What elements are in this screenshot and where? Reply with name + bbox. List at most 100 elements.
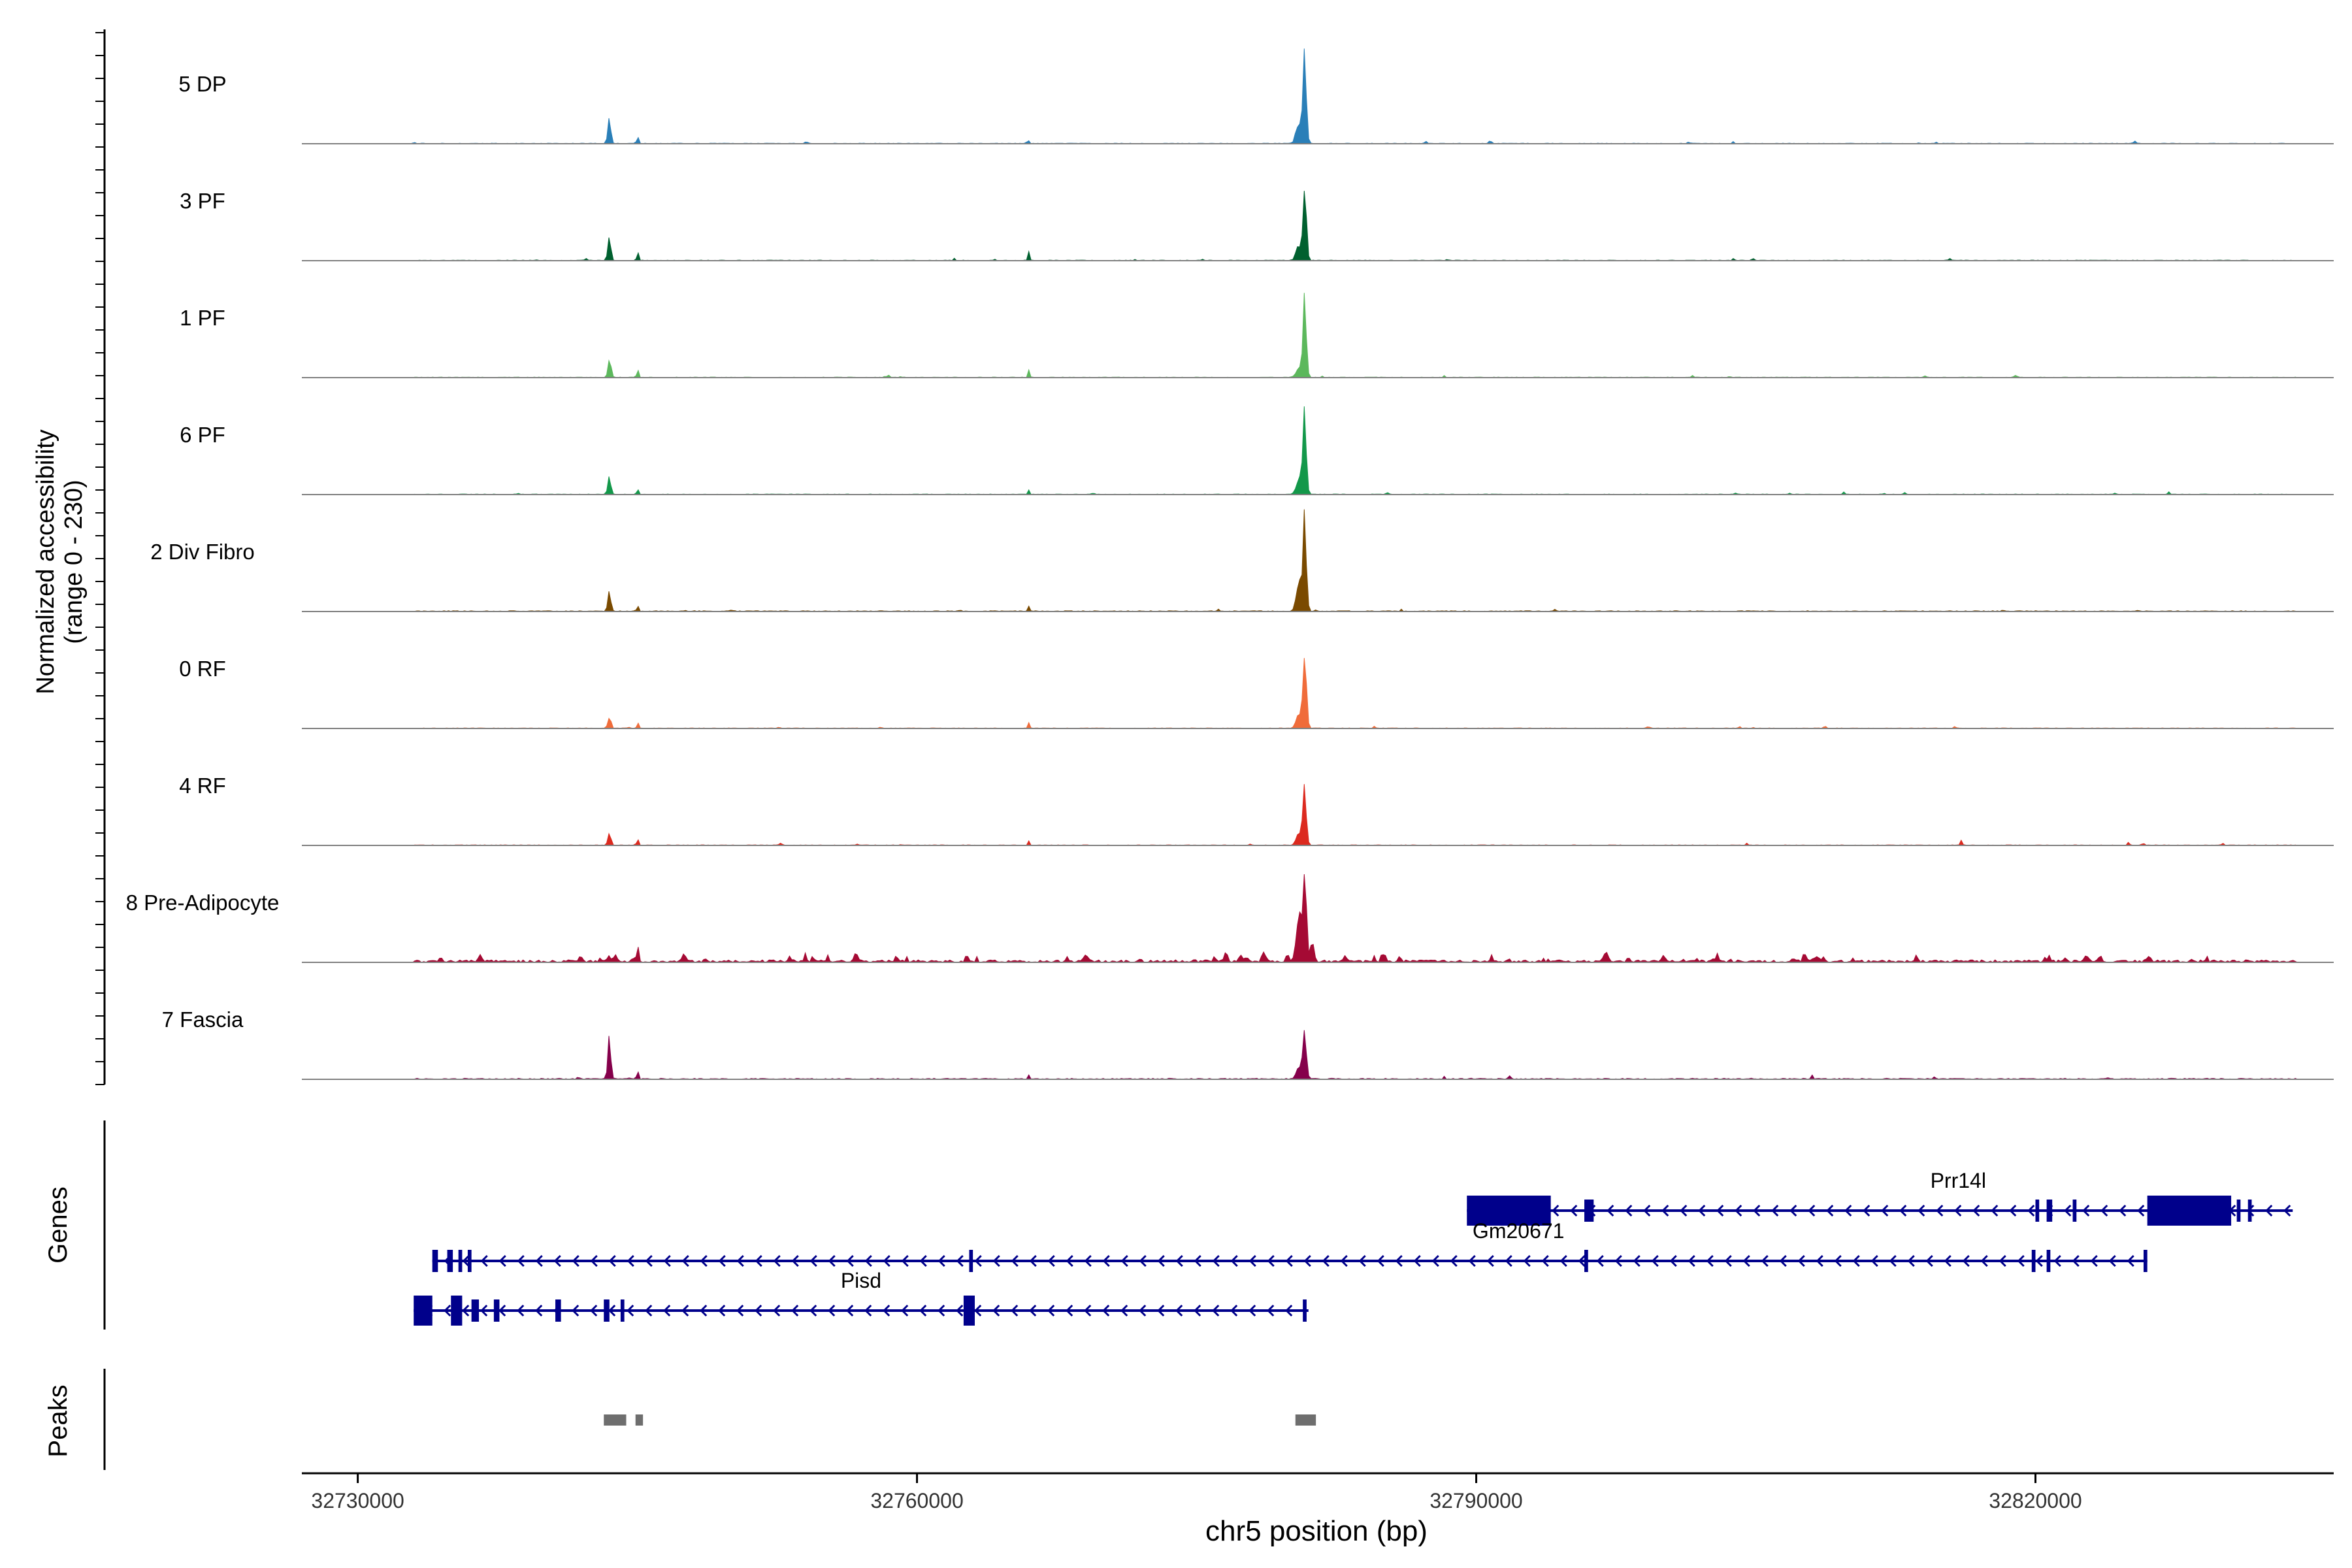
strand-arrow bbox=[590, 1254, 598, 1267]
strand-arrow bbox=[572, 1304, 580, 1317]
strand-arrow bbox=[1157, 1254, 1165, 1267]
peak-region bbox=[1295, 1414, 1316, 1426]
strand-arrow bbox=[1907, 1254, 1915, 1267]
strand-arrow bbox=[1742, 1254, 1750, 1267]
strand-arrow bbox=[1789, 1204, 1797, 1217]
strand-arrow bbox=[828, 1254, 836, 1267]
strand-arrow bbox=[627, 1254, 634, 1267]
strand-arrow bbox=[1285, 1254, 1293, 1267]
peak-region bbox=[604, 1414, 627, 1426]
strand-arrow bbox=[2265, 1204, 2273, 1217]
strand-arrow bbox=[1753, 1204, 1761, 1217]
strand-arrow bbox=[2108, 1254, 2116, 1267]
strand-arrow bbox=[1249, 1304, 1256, 1317]
gene-exon bbox=[2247, 1200, 2252, 1222]
strand-arrow bbox=[1267, 1254, 1275, 1267]
strand-arrow bbox=[791, 1254, 799, 1267]
track-5-dp: 5 DP bbox=[178, 48, 2334, 144]
strand-arrow bbox=[736, 1254, 744, 1267]
coverage-area bbox=[302, 1030, 2334, 1080]
strand-arrow bbox=[1029, 1304, 1037, 1317]
strand-arrow bbox=[1560, 1254, 1567, 1267]
strand-arrow bbox=[1954, 1204, 1962, 1217]
x-axis-ticks: 32730000 32760000 32790000 32820000 bbox=[311, 1473, 2082, 1512]
strand-arrow bbox=[1066, 1254, 1073, 1267]
strand-arrow bbox=[1844, 1204, 1852, 1217]
strand-arrow bbox=[535, 1254, 543, 1267]
strand-arrow bbox=[1431, 1254, 1439, 1267]
strand-arrow bbox=[1607, 1204, 1614, 1217]
gene-prr14l: Prr14l bbox=[1467, 1169, 2293, 1226]
strand-arrow bbox=[2072, 1254, 2080, 1267]
gene-exon bbox=[1303, 1299, 1307, 1322]
strand-arrow bbox=[2127, 1254, 2134, 1267]
strand-arrow bbox=[718, 1254, 726, 1267]
strand-arrow bbox=[1962, 1254, 1970, 1267]
strand-arrow bbox=[773, 1304, 781, 1317]
coverage-area bbox=[302, 48, 2334, 144]
strand-arrow bbox=[1870, 1254, 1878, 1267]
strand-arrow bbox=[1194, 1254, 1201, 1267]
strand-arrow bbox=[462, 1304, 470, 1317]
track-label: 7 Fascia bbox=[162, 1007, 244, 1032]
strand-arrow bbox=[480, 1254, 488, 1267]
strand-arrow bbox=[1578, 1254, 1586, 1267]
strand-arrow bbox=[1102, 1304, 1110, 1317]
strand-arrow bbox=[755, 1304, 762, 1317]
strand-arrow bbox=[2035, 1254, 2043, 1267]
strand-arrow bbox=[627, 1304, 634, 1317]
strand-arrow bbox=[645, 1254, 653, 1267]
strand-arrow bbox=[1625, 1204, 1633, 1217]
coverage-area bbox=[302, 406, 2334, 495]
strand-arrow bbox=[1011, 1254, 1019, 1267]
strand-arrow bbox=[1808, 1204, 1816, 1217]
strand-arrow bbox=[1413, 1254, 1421, 1267]
strand-arrow bbox=[755, 1254, 762, 1267]
gene-gm20671: Gm20671 bbox=[432, 1219, 2148, 1272]
strand-arrow bbox=[1661, 1204, 1669, 1217]
gene-exon bbox=[451, 1296, 463, 1326]
strand-arrow bbox=[2283, 1204, 2291, 1217]
strand-arrow bbox=[1596, 1254, 1604, 1267]
strand-arrow bbox=[645, 1304, 653, 1317]
strand-arrow bbox=[1552, 1204, 1560, 1217]
strand-arrow bbox=[1826, 1204, 1834, 1217]
strand-arrow bbox=[1541, 1254, 1549, 1267]
coverage-area bbox=[302, 509, 2334, 612]
gene-label: Pisd bbox=[841, 1269, 881, 1292]
strand-arrow bbox=[1918, 1204, 1925, 1217]
strand-arrow bbox=[883, 1304, 890, 1317]
track-6-pf: 6 PF bbox=[180, 406, 2334, 495]
strand-arrow bbox=[846, 1304, 854, 1317]
strand-arrow bbox=[700, 1304, 708, 1317]
strand-arrow bbox=[1175, 1304, 1183, 1317]
strand-arrow bbox=[2009, 1204, 2017, 1217]
strand-arrow bbox=[462, 1254, 470, 1267]
gene-label: Prr14l bbox=[1931, 1169, 1986, 1192]
track-3-pf: 3 PF bbox=[180, 189, 2334, 261]
gene-exon bbox=[604, 1299, 610, 1322]
strand-arrow bbox=[956, 1304, 964, 1317]
coverage-tracks: 5 DP 3 PF 1 PF 6 PF 2 Div Fibro 0 RF 4 RF 8 Pre… bbox=[126, 48, 2334, 1080]
strand-arrow bbox=[1991, 1204, 1999, 1217]
track-label: 8 Pre-Adipocyte bbox=[126, 890, 280, 915]
peak-regions bbox=[604, 1414, 1316, 1426]
strand-arrow bbox=[1047, 1304, 1055, 1317]
strand-arrow bbox=[1816, 1254, 1823, 1267]
strand-arrow bbox=[2027, 1204, 2035, 1217]
strand-arrow bbox=[2137, 1204, 2145, 1217]
strand-arrow bbox=[1724, 1254, 1732, 1267]
strand-arrow bbox=[1047, 1254, 1055, 1267]
strand-arrow bbox=[864, 1254, 872, 1267]
track-label: 2 Div Fibro bbox=[150, 540, 255, 564]
strand-arrow bbox=[1194, 1304, 1201, 1317]
strand-arrow bbox=[1936, 1204, 1944, 1217]
gene-exon bbox=[2072, 1200, 2077, 1222]
strand-arrow bbox=[1139, 1254, 1147, 1267]
strand-arrow bbox=[1523, 1254, 1531, 1267]
gene-exon bbox=[1584, 1200, 1594, 1222]
strand-arrow bbox=[1175, 1254, 1183, 1267]
strand-arrow bbox=[1980, 1254, 1988, 1267]
strand-arrow bbox=[1614, 1254, 1622, 1267]
